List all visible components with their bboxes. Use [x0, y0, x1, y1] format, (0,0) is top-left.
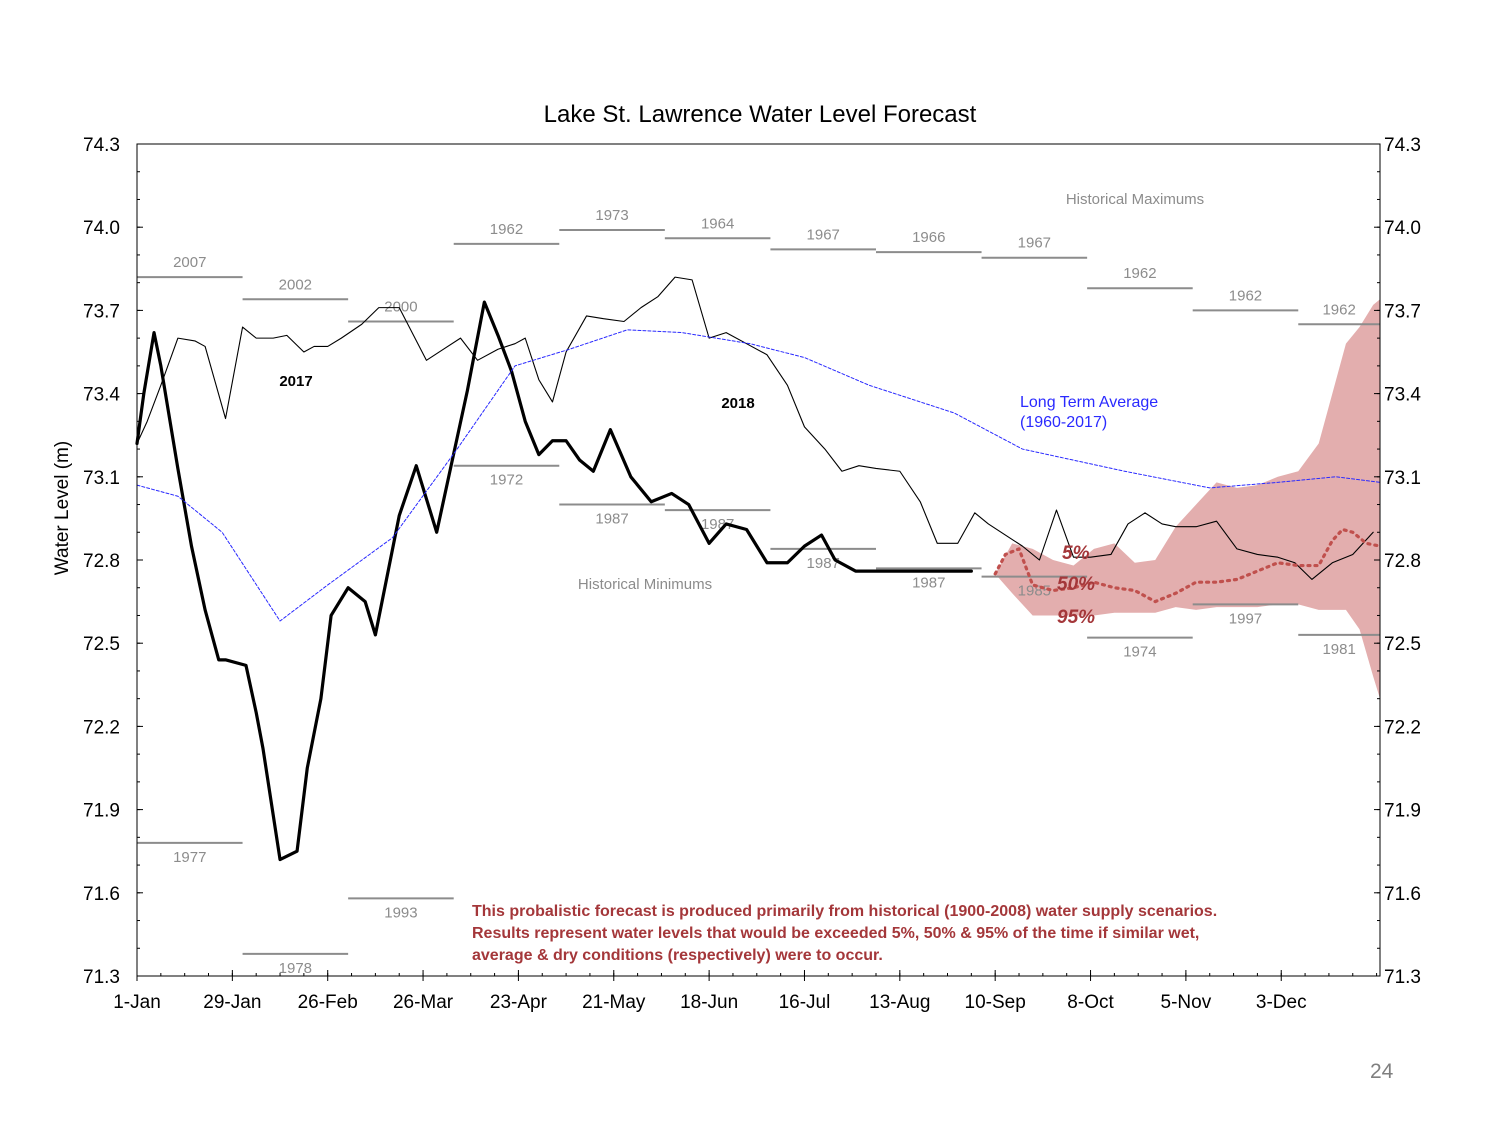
historical-minimums-label: Historical Minimums	[578, 576, 712, 593]
hist-max-year-label-10: 1962	[1123, 265, 1156, 282]
x-tick-label-9: 13-Aug	[869, 992, 930, 1013]
y-tick-label-left-4: 73.4	[83, 385, 120, 406]
y-tick-label-left-1: 74.3	[83, 135, 120, 156]
x-tick-label-11: 8-Oct	[1067, 992, 1114, 1013]
hist-min-year-label-8: 1987	[912, 574, 945, 591]
x-tick-label-12: 5-Nov	[1161, 992, 1212, 1013]
x-tick-label-3: 26-Feb	[298, 992, 358, 1013]
page-number: 24	[1370, 1060, 1394, 1083]
axis-layer: 74.3 74.3 74.0 74.0 73.7 73.7 73.4 73.4 73.1 73.1…	[83, 135, 1421, 1013]
hist-min-year-label-2: 1978	[279, 960, 312, 977]
forecast-note-line3: average & dry conditions (respectively) …	[472, 947, 883, 964]
x-tick-label-5: 23-Apr	[490, 992, 548, 1013]
y-tick-label-right-5: 73.1	[1384, 468, 1421, 489]
pct-50-label: 50%	[1057, 574, 1095, 595]
y-tick-label-right-7: 72.5	[1384, 634, 1421, 655]
y-tick-label-left-7: 72.5	[83, 634, 120, 655]
y-tick-label-right-3: 73.7	[1384, 301, 1421, 322]
hist-min-year-label-7: 1987	[807, 555, 840, 572]
chart-title: Lake St. Lawrence Water Level Forecast	[544, 101, 977, 128]
lta-label-line1: Long Term Average	[1020, 394, 1158, 411]
y-tick-label-left-10: 71.6	[83, 884, 120, 905]
x-tick-label-1: 1-Jan	[113, 992, 161, 1013]
forecast-note-line2: Results represent water levels that woul…	[472, 925, 1199, 942]
y-tick-label-right-8: 72.2	[1384, 717, 1421, 738]
hist-max-year-label-11: 1962	[1229, 287, 1262, 304]
hist-min-year-label-4: 1972	[490, 472, 523, 489]
x-tick-label-7: 18-Jun	[680, 992, 738, 1013]
x-tick-label-4: 26-Mar	[393, 992, 454, 1013]
hist-max-year-label-12: 1962	[1322, 301, 1355, 318]
lta-label-line2: (1960-2017)	[1020, 414, 1107, 431]
hist-max-year-label-2: 2002	[279, 276, 312, 293]
hist-max-year-label-3: 2000	[384, 298, 417, 315]
y-tick-label-left-11: 71.3	[83, 967, 120, 988]
series-line-2	[135, 300, 973, 862]
series-line-4	[993, 527, 1382, 604]
y-tick-label-right-1: 74.3	[1384, 135, 1421, 156]
x-tick-label-2: 29-Jan	[203, 992, 261, 1013]
hist-max-year-label-6: 1964	[701, 215, 734, 232]
y-tick-label-right-11: 71.3	[1384, 967, 1421, 988]
y-tick-label-right-2: 74.0	[1384, 218, 1421, 239]
y-tick-label-left-8: 72.2	[83, 717, 120, 738]
hist-min-year-label-5: 1987	[595, 511, 628, 528]
y-tick-label-left-5: 73.1	[83, 468, 120, 489]
y-tick-label-right-9: 71.9	[1384, 801, 1421, 822]
x-tick-label-10: 10-Sep	[965, 992, 1026, 1013]
y-tick-label-left-3: 73.7	[83, 301, 120, 322]
hist-max-year-label-1: 2007	[173, 254, 206, 271]
series-layer	[135, 276, 1382, 862]
x-tick-label-13: 3-Dec	[1256, 992, 1307, 1013]
y-tick-label-left-2: 74.0	[83, 218, 120, 239]
historical-maximums-label: Historical Maximums	[1066, 191, 1204, 208]
historical-segments-layer: 2007 2002 2000 1962 1973 1964 1967 1966 1967 1962…	[137, 207, 1380, 977]
y-tick-label-left-6: 72.8	[83, 551, 120, 572]
pct-95-label: 95%	[1057, 607, 1095, 628]
y-tick-label-left-9: 71.9	[83, 801, 120, 822]
hist-max-year-label-9: 1967	[1018, 235, 1051, 252]
forecast-band-layer	[995, 299, 1380, 699]
hist-min-year-label-6: 1987	[701, 516, 734, 533]
hist-min-year-label-3: 1993	[384, 904, 417, 921]
hist-max-year-label-4: 1962	[490, 221, 523, 238]
hist-min-year-label-12: 1981	[1322, 641, 1355, 658]
y-tick-label-right-4: 73.4	[1384, 385, 1421, 406]
x-tick-label-6: 21-May	[582, 992, 646, 1013]
pct-5-label: 5%	[1062, 543, 1090, 564]
y-tick-label-right-10: 71.6	[1384, 884, 1421, 905]
label-2017: 2017	[279, 373, 312, 390]
hist-min-year-label-10: 1974	[1123, 644, 1156, 661]
series-line-1	[136, 276, 1374, 580]
forecast-band	[995, 299, 1380, 699]
label-2018: 2018	[721, 395, 754, 412]
y-axis-label: Water Level (m)	[52, 441, 73, 575]
x-tick-label-8: 16-Jul	[779, 992, 831, 1013]
series-line-3	[136, 329, 1381, 622]
forecast-note-line1: This probalistic forecast is produced pr…	[472, 903, 1217, 920]
hist-max-year-label-7: 1967	[807, 226, 840, 243]
y-tick-label-right-6: 72.8	[1384, 551, 1421, 572]
hist-min-year-label-11: 1997	[1229, 610, 1262, 627]
hist-max-year-label-8: 1966	[912, 229, 945, 246]
hist-max-year-label-5: 1973	[595, 207, 628, 224]
hist-min-year-label-1: 1977	[173, 849, 206, 866]
